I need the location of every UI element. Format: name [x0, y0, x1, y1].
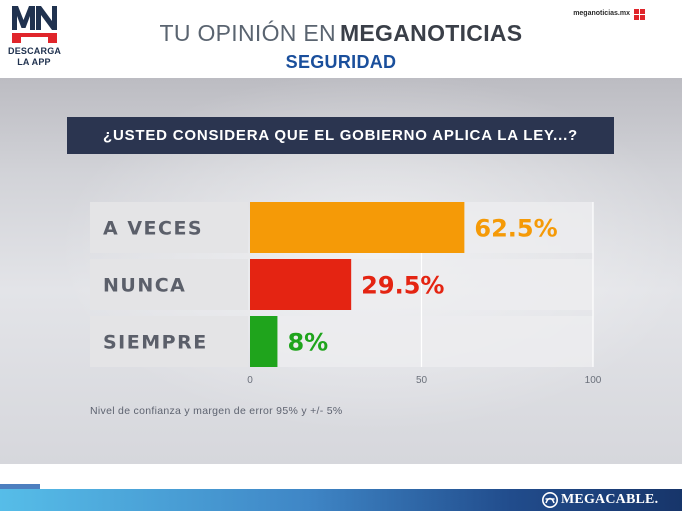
category-label: SIEMPRE — [103, 332, 208, 354]
tick-label: 0 — [247, 375, 253, 386]
bar-chart: A VECES 62.5% NUNCA 29.5% SIEMPRE 8% 0 50 100 — [86, 196, 616, 388]
value-label: 29.5% — [361, 272, 444, 300]
megacable-text: MEGACABLE. — [561, 492, 659, 507]
tick-label: 100 — [585, 375, 602, 386]
chart-svg: A VECES 62.5% NUNCA 29.5% SIEMPRE 8% 0 50 100 — [90, 202, 602, 386]
megacable-icon — [542, 492, 558, 508]
bar — [250, 259, 352, 310]
app-logo[interactable]: MN DESCARGA LA APP — [8, 6, 62, 68]
tick-label: 50 — [416, 375, 428, 386]
logo-caption-line2: LA APP — [17, 57, 51, 67]
grid-icon — [634, 9, 645, 20]
question-banner: ¿USTED CONSIDERA QUE EL GOBIERNO APLICA … — [67, 117, 614, 154]
category-label: A VECES — [103, 218, 203, 240]
header: MN DESCARGA LA APP TU OPINIÓN ENMEGANOTI… — [0, 0, 682, 78]
footer-accent — [0, 484, 40, 489]
value-label: 8% — [287, 329, 328, 357]
page-subtitle: SEGURIDAD — [285, 52, 397, 72]
category-label-background — [90, 202, 248, 253]
title-bold: MEGANOTICIAS — [339, 20, 523, 46]
bar — [250, 316, 278, 367]
confidence-note: Nivel de confianza y margen de error 95%… — [90, 405, 343, 417]
logo-caption-line1: DESCARGA — [8, 46, 62, 56]
mn-logo-icon: MN — [12, 6, 57, 43]
megacable-logo[interactable]: MEGACABLE. — [542, 491, 658, 509]
title-light: TU OPINIÓN EN — [159, 20, 336, 46]
footer-bar — [0, 489, 682, 511]
page-title: TU OPINIÓN EN MEGANOTICIAS — [0, 20, 682, 47]
category-label-background — [90, 259, 248, 310]
bar — [250, 202, 465, 253]
category-label-background — [90, 316, 248, 367]
site-url[interactable]: meganoticias.mx — [573, 10, 630, 17]
value-label: 62.5% — [474, 215, 557, 243]
category-label: NUNCA — [103, 275, 186, 297]
